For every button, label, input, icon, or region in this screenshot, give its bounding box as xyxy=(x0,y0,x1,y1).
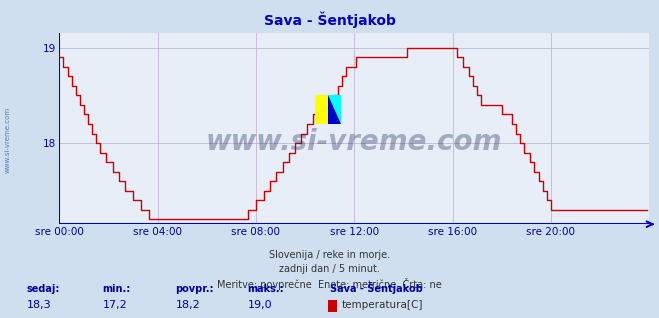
Text: Meritve: povprečne  Enote: metrične  Črta: ne: Meritve: povprečne Enote: metrične Črta:… xyxy=(217,278,442,290)
Text: povpr.:: povpr.: xyxy=(175,284,213,294)
Polygon shape xyxy=(328,95,341,124)
Text: maks.:: maks.: xyxy=(247,284,284,294)
Text: Sava - Šentjakob: Sava - Šentjakob xyxy=(264,11,395,28)
Text: Sava - Šentjakob: Sava - Šentjakob xyxy=(330,282,422,294)
Text: 19,0: 19,0 xyxy=(248,300,273,310)
Text: zadnji dan / 5 minut.: zadnji dan / 5 minut. xyxy=(279,264,380,274)
Text: 17,2: 17,2 xyxy=(103,300,128,310)
Text: sedaj:: sedaj: xyxy=(26,284,60,294)
Text: www.si-vreme.com: www.si-vreme.com xyxy=(5,107,11,173)
Text: temperatura[C]: temperatura[C] xyxy=(341,300,423,310)
Bar xyxy=(315,95,328,124)
Text: 18,3: 18,3 xyxy=(27,300,52,310)
Text: min.:: min.: xyxy=(102,284,130,294)
Text: 18,2: 18,2 xyxy=(175,300,200,310)
Text: www.si-vreme.com: www.si-vreme.com xyxy=(206,128,502,156)
Text: Slovenija / reke in morje.: Slovenija / reke in morje. xyxy=(269,250,390,259)
Polygon shape xyxy=(328,95,341,124)
